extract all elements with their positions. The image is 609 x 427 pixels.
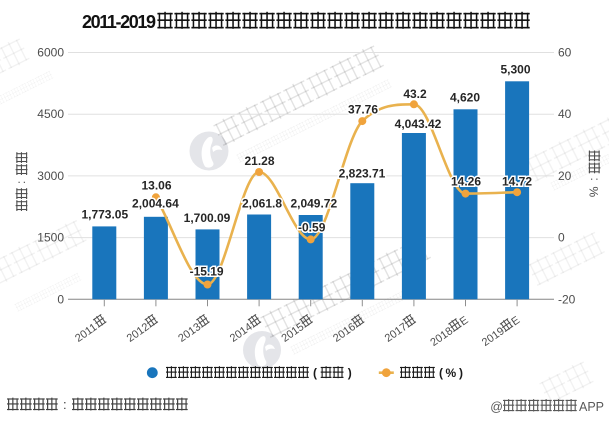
svg-text:1,700.09: 1,700.09 [184, 211, 231, 225]
svg-text:40: 40 [558, 107, 572, 121]
svg-text:2,061.8: 2,061.8 [242, 196, 282, 210]
svg-text::: : [14, 181, 28, 184]
svg-text:%: % [587, 187, 601, 198]
svg-text:1,773.05: 1,773.05 [81, 208, 128, 222]
svg-text::: : [63, 397, 67, 412]
svg-text:60: 60 [558, 46, 572, 60]
svg-text:4,043.42: 4,043.42 [395, 117, 442, 131]
svg-text:5,300: 5,300 [500, 63, 530, 77]
svg-text:-0.59: -0.59 [298, 220, 326, 234]
svg-text:4,620: 4,620 [450, 91, 480, 105]
svg-text:): ) [459, 366, 463, 380]
svg-text:20: 20 [558, 169, 572, 183]
svg-text:APP: APP [579, 400, 604, 414]
svg-text:6000: 6000 [37, 46, 64, 60]
svg-text::: : [588, 178, 602, 181]
svg-text:2,049.72: 2,049.72 [290, 196, 337, 210]
svg-text:0: 0 [558, 231, 565, 245]
svg-text:(: ( [313, 366, 317, 380]
svg-text:@: @ [490, 400, 503, 414]
svg-text:3000: 3000 [37, 169, 64, 183]
svg-text:1500: 1500 [37, 231, 64, 245]
svg-text:21.28: 21.28 [244, 154, 274, 168]
svg-text:-15.19: -15.19 [190, 264, 224, 278]
svg-text:13.06: 13.06 [141, 179, 171, 193]
svg-text:-20: -20 [558, 292, 576, 306]
svg-text:4500: 4500 [37, 107, 64, 121]
svg-text:43.2: 43.2 [403, 87, 427, 101]
svg-text:(: ( [439, 366, 443, 380]
svg-text:): ) [348, 366, 352, 380]
svg-text:2011-2019: 2011-2019 [82, 12, 156, 32]
svg-text:0: 0 [57, 292, 64, 306]
svg-text:14.72: 14.72 [502, 174, 532, 188]
svg-text:%: % [446, 366, 457, 380]
svg-text:2,004.64: 2,004.64 [132, 196, 179, 210]
svg-text:37.76: 37.76 [348, 102, 378, 116]
svg-text:2,823.71: 2,823.71 [339, 167, 386, 181]
svg-text:14.26: 14.26 [451, 174, 481, 188]
